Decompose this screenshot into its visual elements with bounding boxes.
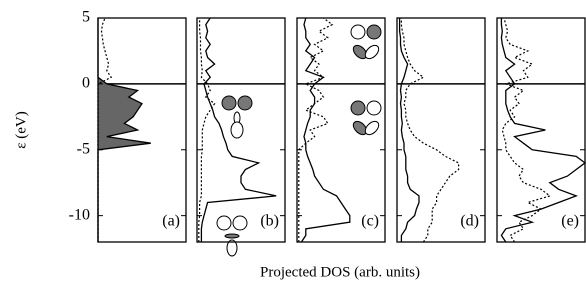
dos-fill [98, 18, 151, 242]
y-tick-label: -5 [77, 140, 90, 157]
y-tick-label: 5 [82, 9, 90, 26]
panel-label: (a) [162, 213, 180, 230]
panel-label: (b) [260, 213, 279, 230]
dos-curve [501, 18, 585, 242]
dos-curve [299, 18, 332, 242]
chart: ε (eV) Projected DOS (arb. units) -10 -5 0… [0, 0, 586, 287]
panel-label: (c) [361, 213, 379, 230]
y-axis-label: ε (eV) [13, 111, 29, 149]
y-tick-label: -10 [69, 206, 90, 223]
dos-curve [301, 18, 349, 242]
y-tick-label: 0 [82, 75, 90, 92]
dos-curve [400, 18, 419, 242]
panel-frame [497, 18, 585, 242]
x-axis-label: Projected DOS (arb. units) [260, 264, 420, 280]
dos-curve [199, 18, 215, 242]
dos-curve [401, 18, 458, 242]
panel-label: (e) [561, 213, 579, 230]
panel-frame [397, 18, 485, 242]
panel-label: (d) [460, 213, 479, 230]
